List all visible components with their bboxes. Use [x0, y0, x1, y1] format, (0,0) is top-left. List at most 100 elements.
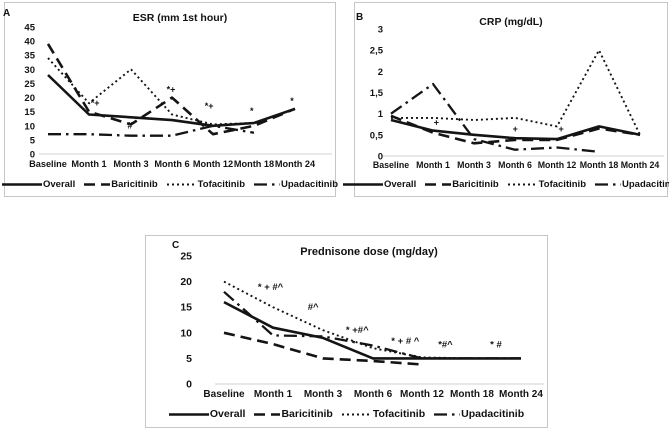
crp-plot: 0 0,5 1 1,5 2 2,5 3 Baseline Month 1 Month 3 Month…	[370, 25, 664, 170]
x-axis-label: Baseline	[373, 160, 409, 170]
chart-panel-crp: 0 0,5 1 1,5 2 2,5 3 Baseline Month 1 Month 3 Month…	[343, 2, 669, 197]
significance-annotation: * #	[490, 340, 502, 351]
chart-panel-prednisone: 0 5 10 15 20 25 Baseline Month 1 Month 3 Month 6 M…	[145, 235, 548, 428]
significance-annotation: * +#^	[346, 325, 369, 336]
panel-label-a: A	[3, 8, 11, 19]
y-tick-label: 2,5	[370, 46, 384, 57]
y-tick-label: 15	[180, 302, 192, 314]
legend-item-baricitinib: Baricitinib	[425, 179, 499, 190]
x-axis-label: Month 18	[580, 160, 619, 170]
y-tick-label: 5	[30, 135, 36, 146]
y-tick-label: 25	[180, 251, 192, 263]
legend-item-tofacitinib: Tofacitinib	[507, 179, 586, 190]
significance-annotation: *+	[205, 101, 214, 111]
significance-annotation: * + #^	[258, 282, 284, 293]
series-line-tofacitinib	[223, 280, 521, 360]
x-axis-label: Month 1	[71, 159, 106, 169]
x-axis-label: Month 1	[416, 160, 450, 170]
series-line-baricitinib	[223, 331, 423, 366]
legend-label: Tofacitinib	[538, 179, 586, 190]
legend-line-sample-dashed	[425, 183, 452, 186]
y-tick-label: 10	[180, 327, 192, 339]
legend-label: Overall	[384, 179, 417, 190]
legend-line-sample-solid	[2, 183, 42, 186]
legend-item-overall: Overall	[2, 179, 75, 190]
legend-label: Tofacitinib	[372, 408, 426, 420]
esr-legend: Overall Baricitinib Tofacitinib Upadacitini…	[2, 179, 338, 190]
chart-title-esr: ESR (mm 1st hour)	[132, 12, 228, 24]
legend-label: Upadacitinib	[461, 408, 525, 420]
legend-line-sample-dotted	[166, 183, 197, 186]
series-line-tofacitinib	[47, 57, 296, 126]
legend-label: Baricitinib	[111, 179, 158, 190]
significance-annotation: *+	[167, 84, 176, 94]
significance-annotation: #	[127, 121, 132, 131]
legend-line-sample-dashed	[254, 412, 281, 416]
legend-item-tofacitinib: Tofacitinib	[166, 179, 245, 190]
legend-label: Overall	[43, 179, 76, 190]
x-axis-label: Baseline	[203, 389, 245, 400]
chart-title-prednisone: Prednisone dose (mg/day)	[300, 246, 438, 258]
y-tick-label: 1,5	[370, 88, 384, 99]
x-axis-label: Month 12	[193, 159, 233, 169]
significance-annotation: *	[290, 96, 294, 106]
panel-label-c: C	[172, 240, 180, 251]
x-axis-label: Month 18	[234, 159, 274, 169]
chart-title-crp: CRP (mg/dL)	[479, 16, 543, 28]
legend-item-upadacitinib: Upadacitinib	[254, 179, 338, 190]
legend-line-sample-dashdot	[254, 183, 280, 186]
legend-line-sample-dashdot	[434, 412, 461, 416]
legend-line-sample-dotted	[507, 183, 538, 186]
x-axis-label: Baseline	[29, 159, 67, 169]
significance-annotation: +	[558, 124, 563, 134]
y-tick-label: 25	[24, 79, 35, 90]
crp-legend: Overall Baricitinib Tofacitinib Upadacitini…	[343, 179, 669, 190]
series-line-upadacitinib	[223, 290, 521, 360]
legend-line-sample-solid	[168, 412, 209, 416]
x-axis-label: Month 12	[538, 160, 577, 170]
y-tick-label: 1	[378, 109, 384, 120]
legend-item-upadacitinib: Upadacitinib	[434, 408, 524, 420]
series-line-baricitinib	[390, 114, 641, 145]
series-line-upadacitinib	[48, 124, 255, 137]
significance-annotation: *+	[91, 98, 100, 108]
series-line-overall	[47, 74, 296, 128]
x-axis-label: Month 3	[457, 160, 491, 170]
y-tick-label: 15	[24, 107, 35, 118]
x-axis-label: Month 18	[450, 389, 494, 400]
y-tick-label: 30	[24, 65, 35, 76]
x-axis-label: Month 6	[354, 389, 393, 400]
significance-annotation: +	[434, 118, 439, 128]
y-tick-label: 0	[378, 152, 383, 163]
significance-annotation: +	[513, 124, 518, 134]
panel-label-b: B	[356, 12, 364, 23]
esr-plot: 0 5 10 15 20 25 30 35 40 45 Baseline Month 1 Month 3…	[24, 23, 332, 169]
significance-annotation: *	[250, 106, 254, 116]
x-axis-label: Month 1	[254, 389, 293, 400]
legend-label: Upadacitinib	[622, 179, 669, 190]
y-tick-label: 35	[24, 51, 35, 62]
prednisone-legend: Overall Baricitinib Tofacitinib Upadacitini…	[146, 408, 547, 420]
legend-label: Tofacitinib	[197, 179, 245, 190]
y-tick-label: 0	[186, 379, 192, 391]
significance-annotation: #^	[308, 302, 319, 313]
x-axis-label: Month 6	[154, 159, 189, 169]
chart-panel-esr: 0 5 10 15 20 25 30 35 40 45 Baseline Month 1 Month 3…	[2, 2, 338, 197]
series-line-tofacitinib	[391, 49, 641, 136]
x-axis-label: Month 3	[304, 389, 343, 400]
legend-item-overall: Overall	[168, 408, 246, 420]
y-tick-label: 2	[378, 67, 383, 78]
x-axis-label: Month 24	[499, 389, 543, 400]
x-axis-label: Month 24	[621, 160, 660, 170]
significance-annotation: *#^	[438, 340, 453, 351]
y-tick-label: 0,5	[370, 130, 384, 141]
y-tick-label: 45	[24, 23, 35, 34]
legend-label: Overall	[209, 408, 246, 420]
legend-line-sample-dashdot	[595, 183, 621, 186]
x-axis-label: Month 12	[400, 389, 444, 400]
legend-label: Upadacitinib	[281, 179, 339, 190]
prednisone-plot: 0 5 10 15 20 25 Baseline Month 1 Month 3 Month 6 M…	[180, 251, 544, 400]
legend-item-tofacitinib: Tofacitinib	[341, 408, 426, 420]
legend-item-upadacitinib: Upadacitinib	[595, 179, 669, 190]
